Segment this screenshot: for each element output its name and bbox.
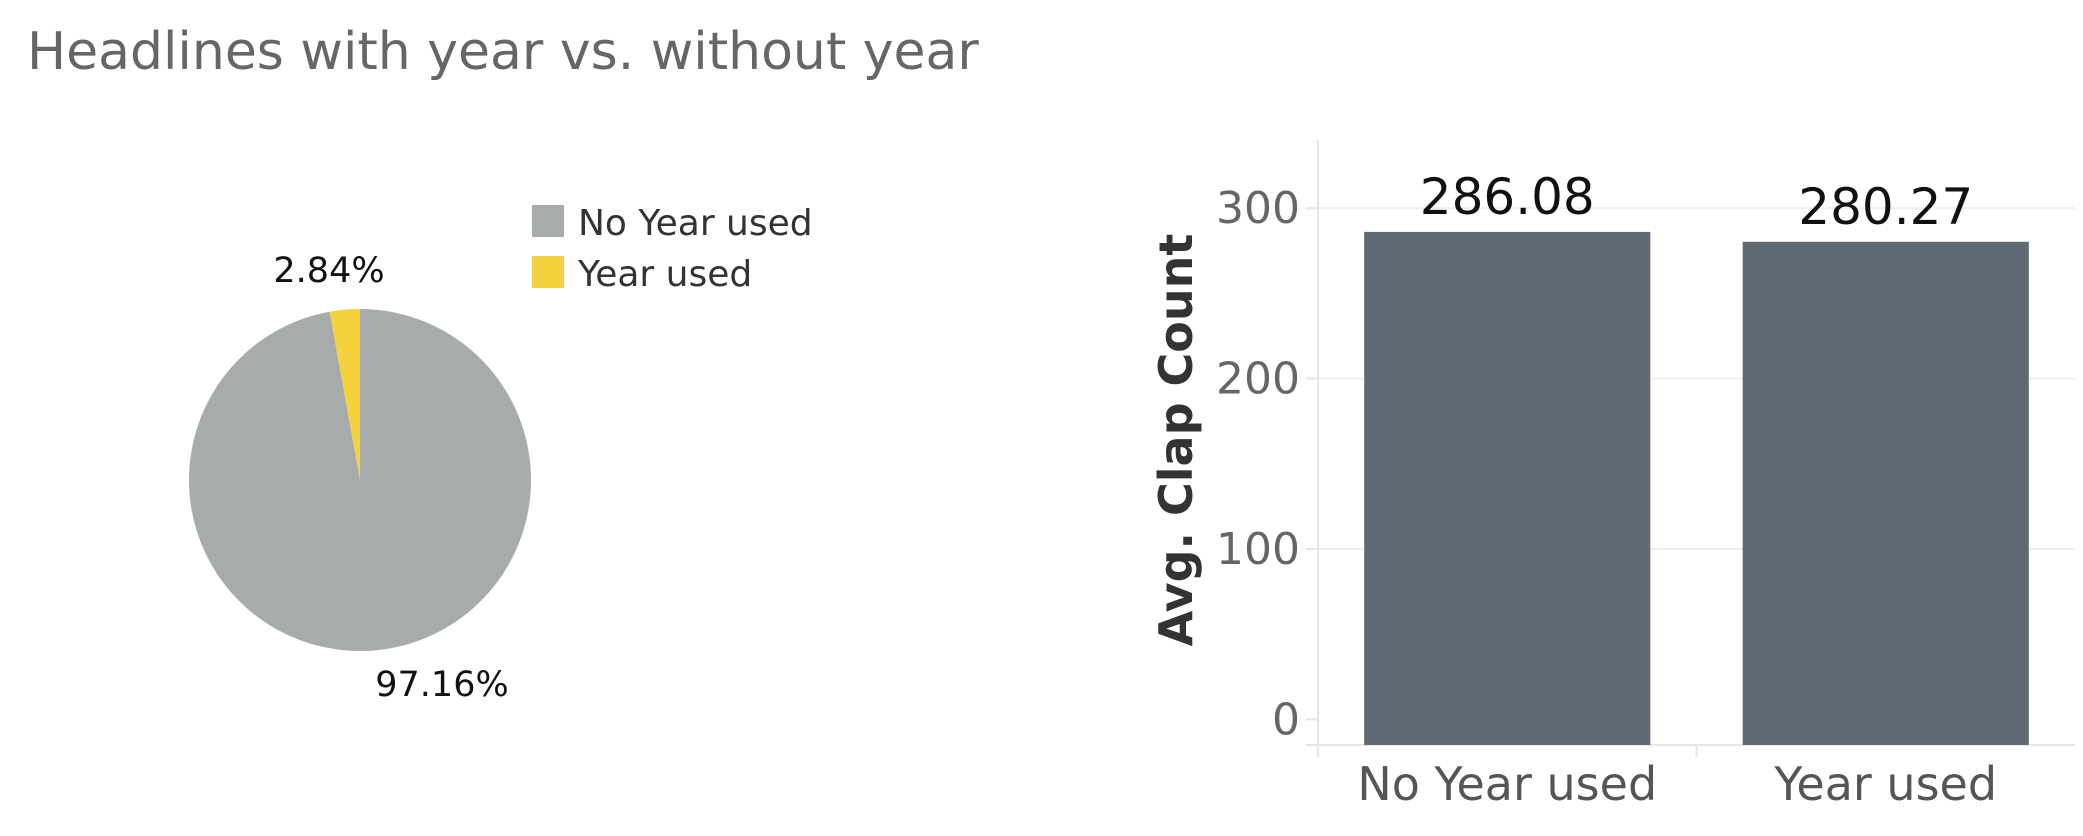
pie-label-year: 2.84% <box>273 251 384 291</box>
bar-value-label: 286.08 <box>1420 168 1595 226</box>
pie-slice-no-year <box>188 309 531 652</box>
legend-swatch-no-year <box>532 205 564 237</box>
bar-year <box>1742 241 2029 745</box>
x-category-label: Year used <box>1773 757 1997 811</box>
y-axis-title: Avg. Clap Count <box>1149 234 1203 647</box>
pie-chart <box>188 309 531 652</box>
pie-label-no-year: 97.16% <box>375 665 508 705</box>
y-tick-label: 100 <box>1216 524 1300 575</box>
y-tick-label: 0 <box>1272 694 1300 745</box>
y-tick-labels: 0 100 200 300 <box>1216 183 1300 745</box>
bar-value-labels: 286.08 280.27 <box>1420 168 1973 236</box>
y-tick-label: 300 <box>1216 183 1300 234</box>
legend-swatch-year <box>532 256 564 288</box>
bar-no-year <box>1364 231 1651 745</box>
page-title: Headlines with year vs. without year <box>27 22 979 82</box>
bars <box>1364 231 2029 745</box>
bar-value-label: 280.27 <box>1798 178 1973 236</box>
pie-legend: No Year used Year used <box>532 203 813 295</box>
x-category-label: No Year used <box>1357 757 1657 811</box>
pie-slice-year <box>329 309 360 480</box>
legend-label-no-year: No Year used <box>578 203 813 244</box>
legend-label-year: Year used <box>577 254 752 295</box>
x-category-labels: No Year used Year used <box>1357 757 1997 811</box>
y-tick-label: 200 <box>1216 354 1300 405</box>
